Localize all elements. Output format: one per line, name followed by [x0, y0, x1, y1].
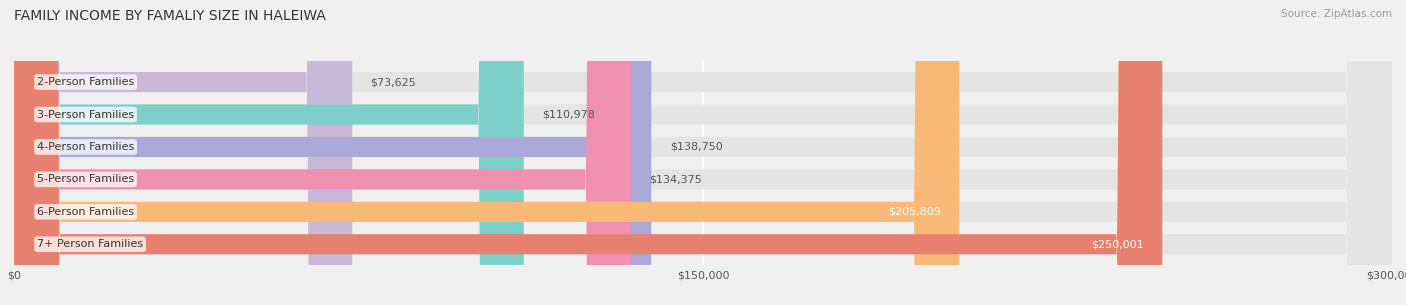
- Text: $134,375: $134,375: [650, 174, 703, 185]
- Text: 2-Person Families: 2-Person Families: [37, 77, 135, 87]
- Text: 3-Person Families: 3-Person Families: [37, 109, 134, 120]
- Text: FAMILY INCOME BY FAMALIY SIZE IN HALEIWA: FAMILY INCOME BY FAMALIY SIZE IN HALEIWA: [14, 9, 326, 23]
- Text: Source: ZipAtlas.com: Source: ZipAtlas.com: [1281, 9, 1392, 19]
- FancyBboxPatch shape: [14, 0, 1163, 305]
- FancyBboxPatch shape: [14, 0, 1392, 305]
- FancyBboxPatch shape: [14, 0, 353, 305]
- Text: $205,809: $205,809: [889, 207, 941, 217]
- FancyBboxPatch shape: [14, 0, 1392, 305]
- Text: $73,625: $73,625: [371, 77, 416, 87]
- FancyBboxPatch shape: [14, 0, 1392, 305]
- FancyBboxPatch shape: [14, 0, 631, 305]
- FancyBboxPatch shape: [14, 0, 524, 305]
- Text: 5-Person Families: 5-Person Families: [37, 174, 134, 185]
- FancyBboxPatch shape: [14, 0, 651, 305]
- Text: 7+ Person Families: 7+ Person Families: [37, 239, 143, 249]
- FancyBboxPatch shape: [14, 0, 1392, 305]
- Text: 6-Person Families: 6-Person Families: [37, 207, 134, 217]
- Text: $138,750: $138,750: [669, 142, 723, 152]
- Text: $250,001: $250,001: [1091, 239, 1144, 249]
- FancyBboxPatch shape: [14, 0, 1392, 305]
- Text: 4-Person Families: 4-Person Families: [37, 142, 135, 152]
- FancyBboxPatch shape: [14, 0, 1392, 305]
- Text: $110,978: $110,978: [543, 109, 595, 120]
- FancyBboxPatch shape: [14, 0, 959, 305]
